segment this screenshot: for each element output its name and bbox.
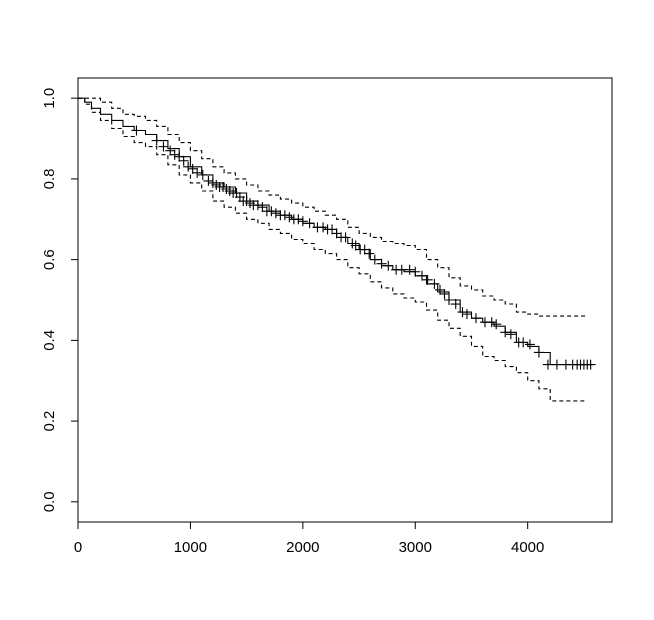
y-tick-label: 0.8 [41, 168, 58, 189]
censor-mark [524, 339, 535, 350]
censor-mark [131, 125, 142, 136]
censor-mark [450, 299, 461, 310]
y-tick-label: 0.6 [41, 249, 58, 270]
censor-mark [364, 248, 375, 259]
censor-mark [369, 254, 380, 265]
censor-mark [279, 210, 290, 221]
censor-mark [169, 149, 180, 160]
censor-mark [422, 274, 433, 285]
censor-mark [197, 169, 208, 180]
censor-mark [318, 222, 329, 233]
x-tick-label: 3000 [399, 539, 432, 556]
censor-mark [203, 175, 214, 186]
censor-mark [470, 313, 481, 324]
censor-mark [192, 167, 203, 178]
series-lower-ci [78, 97, 587, 402]
censor-mark [165, 145, 176, 156]
y-tick-label: 0.2 [41, 411, 58, 432]
censor-mark [429, 278, 440, 289]
censor-mark [350, 240, 361, 251]
censor-mark [585, 359, 596, 370]
censor-mark [304, 218, 315, 229]
censor-mark [500, 327, 511, 338]
censor-mark [293, 214, 304, 225]
censor-mark [266, 206, 277, 217]
censor-mark [383, 260, 394, 271]
censor-mark [461, 309, 472, 320]
censor-mark [491, 319, 502, 330]
x-tick-label: 4000 [511, 539, 544, 556]
censor-mark [183, 161, 194, 172]
y-tick-label: 0.0 [41, 491, 58, 512]
censor-mark [486, 317, 497, 328]
x-axis: 0 1000 2000 3000 4000 [74, 521, 544, 556]
censor-mark [257, 202, 268, 213]
censor-mark [151, 135, 162, 146]
y-tick-label: 0.4 [41, 330, 58, 351]
censor-mark [327, 224, 338, 235]
censor-mark [340, 232, 351, 243]
x-tick-label: 0 [74, 539, 82, 556]
y-axis: 0.0 0.2 0.4 0.6 0.8 1.0 [41, 88, 79, 512]
censor-mark [404, 264, 415, 275]
censor-mark [158, 141, 169, 152]
censor-mark [542, 359, 553, 370]
censor-mark [518, 337, 529, 348]
censor-mark [178, 155, 189, 166]
x-tick-label: 1000 [174, 539, 207, 556]
censor-mark [434, 284, 445, 295]
censor-mark [417, 270, 428, 281]
censor-mark [439, 288, 450, 299]
censor-mark [457, 307, 468, 318]
censor-mark [252, 200, 263, 211]
censor-mark [331, 228, 342, 239]
censor-mark [187, 163, 198, 174]
censor-mark [551, 359, 562, 370]
censor-mark [297, 216, 308, 227]
censor-mark [270, 208, 281, 219]
censor-mark [443, 295, 454, 305]
censor-mark [533, 347, 544, 358]
censor-mark [284, 212, 295, 223]
y-tick-label: 1.0 [41, 88, 58, 109]
censor-mark [359, 244, 370, 255]
x-tick-label: 2000 [286, 539, 319, 556]
censor-mark [174, 151, 185, 162]
censor-mark [376, 258, 387, 269]
censor-mark [505, 329, 516, 340]
censor-marks-layer [131, 125, 596, 370]
censor-mark [410, 266, 421, 277]
